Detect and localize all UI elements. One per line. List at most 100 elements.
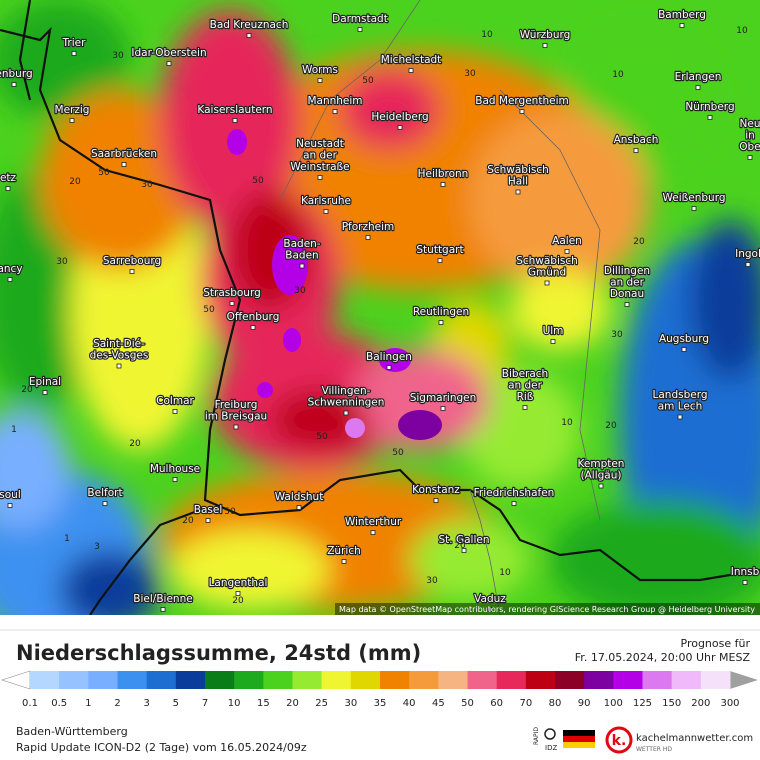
contour-label: 50 [203, 305, 215, 315]
city-dot [440, 406, 446, 411]
city-label: Worms [302, 64, 338, 76]
city-label: Bad Kreuznach [210, 19, 289, 31]
city-dot [679, 23, 685, 28]
city-label: am Lech [658, 401, 703, 413]
flag-black [563, 730, 595, 736]
logo-circle [605, 726, 633, 754]
city-dot [386, 365, 392, 370]
city-dot [542, 43, 548, 48]
legend-swatch [175, 671, 206, 689]
city-label: Zürich [327, 545, 361, 557]
city-labels: Darmstadt Bamberg Bad Kreuznach Trier Würzbu… [0, 8, 760, 612]
legend-label: 30 [344, 698, 357, 709]
city-dot [408, 68, 414, 73]
city-dot [102, 501, 108, 506]
contour-label: 1 [64, 534, 70, 544]
city-label: Strasbourg [203, 287, 261, 299]
city-dot [5, 186, 11, 191]
city-label: Colmar [156, 395, 194, 407]
contour-label: 30 [141, 180, 153, 190]
brand-sub: WETTER HD [636, 746, 672, 753]
title: Niederschlagssumme, 24std (mm) [16, 641, 421, 665]
legend-label: 45 [432, 698, 445, 709]
city-label: Ansbach [614, 134, 659, 146]
legend-label: 0.1 [22, 698, 38, 709]
city-label: des-Vosges [90, 350, 149, 362]
city-label: Belfort [87, 487, 122, 499]
legend-swatch [350, 671, 381, 689]
city-dot [681, 347, 687, 352]
city-label: Mannheim [307, 95, 362, 107]
city-label: Augsburg [659, 333, 709, 345]
city-dot [71, 51, 77, 56]
legend: 0.1 0.5 1 2 3 5 7 10 15 20 25 30 35 40 45 50 60 70 80 90 100… [1, 670, 758, 709]
city-dot [437, 258, 443, 263]
logo-k: k. [612, 733, 627, 749]
legend-label: 50 [461, 698, 474, 709]
city-label: Sigmaringen [410, 392, 477, 404]
city-dot [42, 390, 48, 395]
city-label: Neu [740, 118, 760, 130]
city-dot [11, 82, 17, 87]
city-label: Schwäbisch [516, 255, 578, 267]
contour-label: 50 [362, 76, 374, 86]
city-dot [205, 518, 211, 523]
legend-label: 150 [662, 698, 681, 709]
prognose-label: Prognose für [681, 637, 751, 650]
city-dot [707, 115, 713, 120]
city-dot [487, 607, 493, 612]
city-dot [343, 410, 349, 416]
city-label: ancy [0, 263, 23, 275]
city-label: Baden- [283, 238, 320, 250]
city-label: Kaiserslautern [197, 104, 272, 116]
city-label: etz [0, 172, 17, 184]
city-label: in [745, 130, 755, 142]
precip-field [0, 0, 760, 615]
city-label: Riß [517, 391, 534, 403]
contour-label: 30 [56, 257, 68, 267]
city-label: Innsb [731, 566, 760, 578]
contour-label: 10 [499, 568, 511, 578]
legend-label: 60 [490, 698, 503, 709]
contour-label: 30 [112, 51, 124, 61]
city-label: St. Gallen [439, 534, 490, 546]
legend-label: 7 [202, 698, 208, 709]
city-label: Michelstadt [381, 54, 442, 66]
city-label: Dillingen [604, 265, 650, 277]
brand: kachelmannwetter.com [636, 733, 753, 744]
legend-label: 200 [691, 698, 710, 709]
city-dot [598, 483, 604, 489]
legend-label: 3 [143, 698, 149, 709]
legend-label: 125 [633, 698, 652, 709]
city-dot [624, 302, 630, 307]
city-label: Freiburg [215, 399, 258, 411]
city-dot [397, 125, 403, 130]
contour-label: 10 [612, 70, 624, 80]
city-label: Winterthur [345, 516, 402, 528]
city-dot [544, 280, 550, 286]
city-dot [511, 501, 517, 506]
city-dot [232, 118, 238, 123]
legend-label: 0.5 [51, 698, 67, 709]
city-dot [229, 301, 235, 306]
city-dot [695, 85, 701, 90]
legend-label: 25 [315, 698, 328, 709]
city-dot [341, 559, 347, 564]
city-label: Ingol [735, 248, 760, 260]
valid-time: Fr. 17.05.2024, 20:00 Uhr MESZ [575, 651, 751, 664]
contour-label: 20 [182, 516, 194, 526]
city-dot [438, 320, 444, 325]
legend-label: 70 [519, 698, 532, 709]
flag-red [563, 736, 595, 742]
attribution-bg [335, 603, 760, 615]
legend-label: 5 [173, 698, 179, 709]
legend-swatch [88, 671, 118, 689]
city-label: Schwenningen [308, 397, 385, 409]
legend-label: 15 [257, 698, 270, 709]
contour-label: 10 [481, 30, 493, 40]
contour-label: 50 [252, 176, 264, 186]
contour-label: 50 [392, 448, 404, 458]
contour-labels: 10 10 30 10 50 30 50 20 50 30 30 50 20 20 1 1 3 20 20 10 30 5… [11, 26, 748, 606]
logo-top: RAPID [533, 727, 540, 745]
